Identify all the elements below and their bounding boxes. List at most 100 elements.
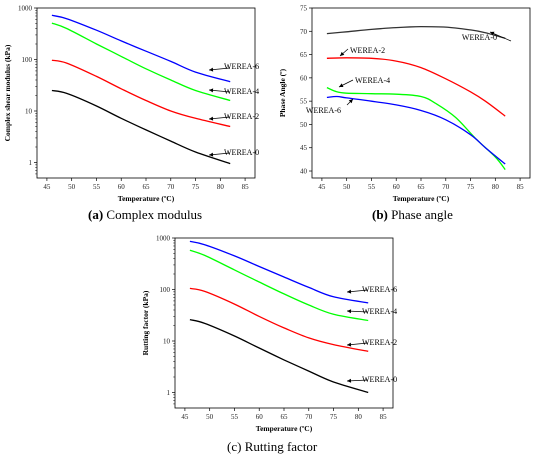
chart-c-caption: (c) Rutting factor	[227, 439, 317, 455]
chart-a-x-tick-label: 80	[217, 183, 225, 191]
chart-c-caption-label: (c)	[227, 439, 242, 454]
chart-c-arrow-head	[347, 378, 352, 383]
chart-a-frame	[36, 7, 256, 179]
chart-c-arrow-head	[347, 342, 352, 347]
chart-c-y-axis-label: Rutting factor (kPa)	[141, 290, 150, 355]
chart-b-y-tick-label: 55	[300, 98, 308, 106]
chart-c-series-werea-0	[189, 318, 369, 394]
chart-a-y-axis-label: Complex shear modulus (kPa)	[3, 44, 12, 141]
chart-b-x-tick-label: 55	[368, 183, 376, 191]
chart-a-x-tick-label: 55	[93, 183, 101, 191]
chart-b-svg: 45 50 55 60 65 70 75 80 85 40 45 50 55 60 65 70 75 Temper…	[278, 5, 531, 203]
chart-b-caption-label: (b)	[372, 207, 388, 222]
chart-a-series-werea-2	[51, 59, 231, 128]
chart-a-y-tick-label: 1	[29, 159, 33, 167]
chart-a-series-label: WEREA-0	[224, 148, 259, 157]
chart-a-x-tick-label: 75	[192, 183, 200, 191]
chart-c-x-tick-label: 70	[305, 413, 313, 421]
chart-b-arrow-head	[340, 51, 345, 56]
chart-b-arrow-head	[348, 99, 353, 104]
chart-a-y-tick-label: 1000	[18, 5, 33, 13]
chart-b-arrow-head	[490, 31, 495, 36]
chart-a-y-tick-label: 10	[25, 107, 33, 115]
chart-b-series-werea-4	[326, 87, 506, 170]
chart-b-y-tick-label: 60	[300, 74, 308, 82]
chart-b-y-tick-label: 65	[300, 51, 308, 59]
chart-b-y-axis-label: Phase Angle (º)	[278, 68, 287, 117]
chart-a-x-tick-label: 50	[68, 183, 76, 191]
chart-b-series-label: WEREA-0	[462, 33, 497, 42]
chart-b-panel: 45 50 55 60 65 70 75 80 85 40 45 50 55 60 65 70 75 Temper…	[275, 0, 550, 205]
chart-b-caption-text: Phase angle	[391, 207, 453, 222]
chart-c-y-tick-label: 1	[167, 389, 171, 397]
chart-c-x-tick-label: 65	[281, 413, 289, 421]
chart-a-y-tick-label: 100	[22, 56, 33, 64]
chart-b-arrow-head	[339, 83, 344, 87]
chart-a-caption-text: Complex modulus	[106, 207, 203, 222]
chart-b-y-tick-label: 75	[300, 5, 308, 13]
chart-c-caption-text: Rutting factor	[244, 439, 318, 454]
chart-a-x-axis-label: Temperature (ºC)	[118, 194, 175, 203]
chart-c-y-tick-label: 1000	[156, 235, 171, 243]
chart-a-x-tick-label: 85	[242, 183, 250, 191]
chart-c-x-tick-label: 45	[181, 413, 189, 421]
chart-c-panel: 45 50 55 60 65 70 75 80 85 1 10 100 1000 Temperature …	[138, 230, 413, 435]
chart-c-x-tick-label: 55	[231, 413, 239, 421]
chart-b-y-tick-label: 50	[300, 121, 308, 129]
chart-a-series-werea-0	[51, 89, 231, 165]
chart-a-x-tick-label: 45	[43, 183, 51, 191]
chart-b-x-tick-label: 75	[467, 183, 475, 191]
chart-a-x-tick-label: 70	[167, 183, 175, 191]
chart-c-y-tick-label: 100	[160, 286, 171, 294]
chart-a-series-label: WEREA-2	[224, 112, 259, 121]
chart-c-series-label: WEREA-0	[362, 375, 397, 384]
chart-b-series-werea-2	[326, 57, 506, 117]
chart-b-x-tick-label: 65	[418, 183, 426, 191]
chart-c-x-tick-label: 75	[330, 413, 338, 421]
chart-b-x-tick-label: 60	[393, 183, 401, 191]
chart-a-arrow-head	[209, 88, 214, 93]
chart-a-arrow-head	[209, 67, 214, 72]
chart-b-x-tick-label: 45	[318, 183, 326, 191]
chart-a-panel: 45 50 55 60 65 70 75 80 85 1 10 100 1000 Temperature …	[0, 0, 275, 205]
chart-c-x-axis-label: Temperature (ºC)	[256, 424, 313, 433]
chart-c-x-tick-label: 85	[380, 413, 388, 421]
chart-c-svg: 45 50 55 60 65 70 75 80 85 1 10 100 1000 Temperature …	[141, 235, 397, 434]
chart-a-series-werea-6	[51, 14, 231, 83]
chart-a-series-label: WEREA-6	[224, 62, 259, 71]
chart-a-caption: (a) Complex modulus	[88, 207, 202, 223]
chart-a-x-tick-label: 65	[143, 183, 151, 191]
chart-c-series-werea-4	[189, 249, 369, 322]
chart-b-x-tick-label: 70	[442, 183, 450, 191]
chart-b-y-tick-label: 70	[300, 28, 308, 36]
chart-b-y-tick-label: 40	[300, 168, 308, 176]
chart-c-series-label: WEREA-6	[362, 285, 397, 294]
chart-b-series-werea-6	[326, 95, 506, 165]
chart-a-svg: 45 50 55 60 65 70 75 80 85 1 10 100 1000 Temperature …	[3, 5, 259, 204]
chart-b-x-tick-label: 85	[517, 183, 525, 191]
chart-c-series-werea-6	[189, 240, 369, 304]
chart-b-caption: (b) Phase angle	[372, 207, 453, 223]
chart-c-x-tick-label: 60	[256, 413, 264, 421]
chart-c-series-label: WEREA-4	[362, 307, 397, 316]
chart-c-frame	[174, 237, 394, 409]
chart-b-series-label: WEREA-4	[355, 76, 390, 85]
chart-a-caption-label: (a)	[88, 207, 104, 222]
chart-a-arrow-head	[209, 116, 214, 121]
chart-b-x-tick-label: 80	[492, 183, 500, 191]
chart-c-arrow-head	[347, 309, 352, 314]
chart-c-series-werea-2	[189, 287, 369, 352]
chart-b-y-tick-label: 45	[300, 144, 308, 152]
chart-b-series-label: WEREA-6	[306, 106, 341, 115]
chart-b-x-tick-label: 50	[343, 183, 351, 191]
chart-a-series-werea-4	[51, 22, 231, 102]
chart-c-x-tick-label: 80	[355, 413, 363, 421]
chart-a-arrow-head	[209, 152, 214, 157]
chart-b-x-axis-label: Temperature (ºC)	[393, 194, 450, 203]
chart-a-x-tick-label: 60	[118, 183, 126, 191]
chart-b-series-label: WEREA-2	[350, 46, 385, 55]
chart-a-series-label: WEREA-4	[224, 87, 259, 96]
chart-b-series-werea-0	[326, 25, 506, 39]
chart-c-y-tick-label: 10	[163, 337, 171, 345]
chart-c-arrow-head	[347, 289, 352, 294]
